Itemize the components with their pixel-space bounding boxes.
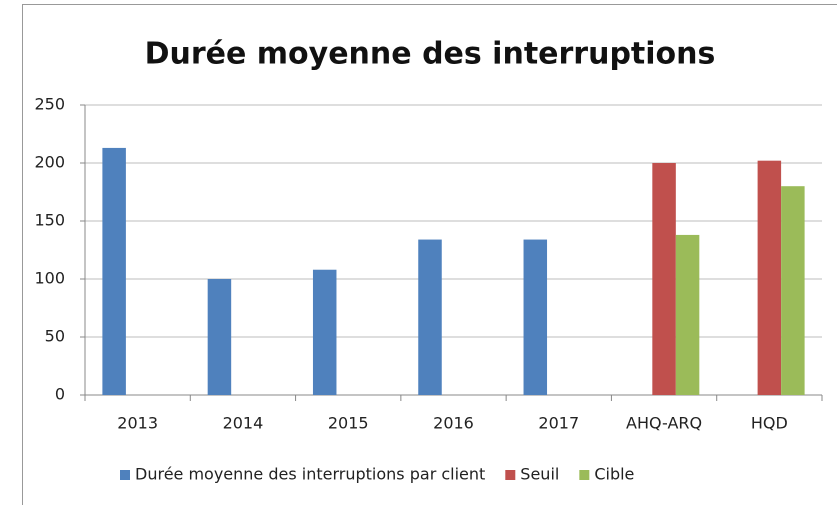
chart-title: Durée moyenne des interruptions xyxy=(145,37,716,72)
bar xyxy=(652,163,676,395)
legend-swatch xyxy=(120,470,130,480)
x-tick-label: 2014 xyxy=(223,414,264,433)
y-tick-label: 50 xyxy=(45,327,65,346)
y-tick-label: 0 xyxy=(55,385,65,404)
y-tick-label: 200 xyxy=(34,153,65,172)
bar xyxy=(312,269,337,395)
bar xyxy=(102,147,126,395)
x-tick-label: 2013 xyxy=(117,414,158,433)
legend-label: Durée moyenne des interruptions par clie… xyxy=(135,465,485,484)
bar xyxy=(675,234,700,395)
legend-swatch xyxy=(579,470,590,480)
bar xyxy=(418,239,442,395)
x-tick-label: 2016 xyxy=(433,414,474,433)
x-tick-label: HQD xyxy=(751,414,788,433)
legend-label: Cible xyxy=(594,465,634,484)
bar xyxy=(523,239,548,395)
bar xyxy=(207,279,232,395)
x-tick-label: 2017 xyxy=(538,414,579,433)
y-tick-label: 100 xyxy=(34,269,65,288)
x-tick-label: 2015 xyxy=(328,414,369,433)
bar xyxy=(757,160,782,395)
bar xyxy=(781,186,805,395)
x-tick-label: AHQ-ARQ xyxy=(626,414,702,433)
y-tick-label: 250 xyxy=(34,95,65,114)
legend-swatch xyxy=(505,470,516,480)
y-tick-label: 150 xyxy=(34,211,65,230)
legend-label: Seuil xyxy=(520,465,559,484)
